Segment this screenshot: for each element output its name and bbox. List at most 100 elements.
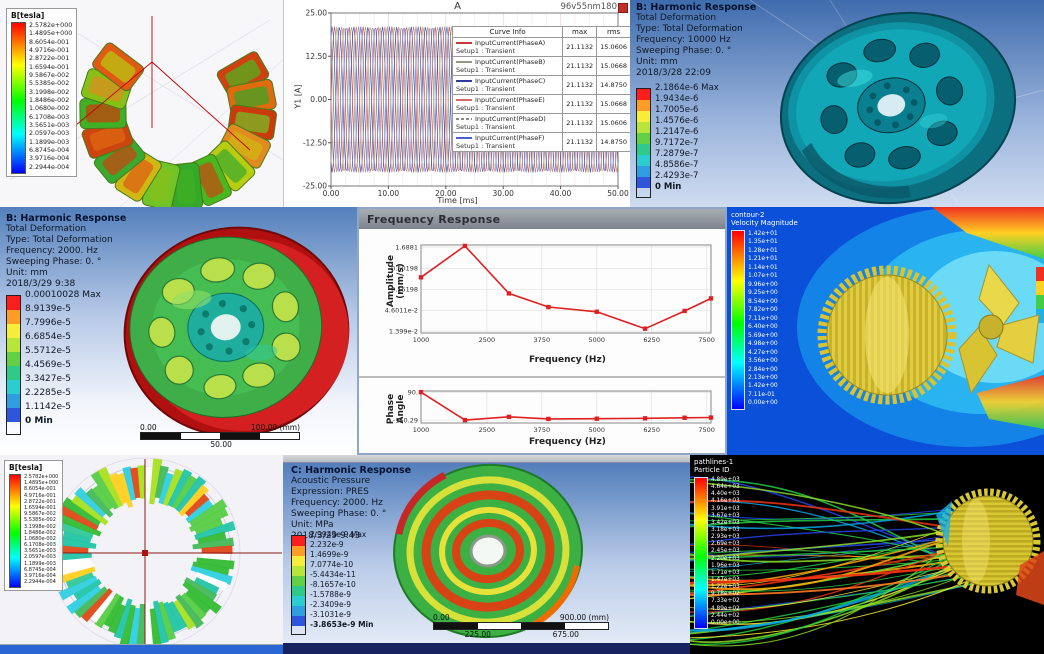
table-row: InputCurrent(PhaseB) Setup1 : Transient … — [451, 56, 631, 76]
svg-text:6250: 6250 — [643, 336, 660, 344]
acoustic-disc-model[interactable] — [283, 455, 690, 654]
legend-value: 1.4895e+000 — [24, 480, 59, 487]
scale-mid: 50.00 — [210, 440, 232, 449]
legend-value: 1.4576e-6 — [655, 116, 699, 126]
legend-value: 1.4699e-9 — [310, 550, 349, 559]
window-title: Frequency Response — [367, 212, 501, 226]
legend-value: 3.67e+03 — [711, 512, 740, 519]
window-titlebar[interactable]: Frequency Response — [359, 209, 725, 229]
legend-value: 4.16e+03 — [711, 498, 740, 505]
curve-color-swatch — [456, 61, 472, 63]
legend-value: 3.1998e-002 — [29, 88, 70, 96]
svg-text:5000: 5000 — [588, 336, 605, 344]
scale-three-quarter: 675.00 — [552, 630, 579, 639]
harmonic-response-10000hz-viewport[interactable]: B: Harmonic Response Total Deformation Ty… — [630, 0, 1044, 207]
amplitude-axis-label: Amplitude (mm/s) — [386, 254, 406, 308]
legend-values: 0.00010028 Max 8.9139e-5 7.7996e-5 6.6854e-… — [25, 288, 101, 428]
legend-value: -5.4434e-11 — [310, 570, 356, 579]
frequency-response-charts[interactable]: 1.68810.501980.151984.6011e-21.399e-2100… — [359, 229, 725, 453]
legend-value: 9.5867e-002 — [24, 511, 56, 518]
color-band — [292, 616, 305, 626]
cfd-streamlines-viewport[interactable]: pathlines-1 Particle ID 4.89e+03 4.64e+03… — [690, 455, 1044, 654]
color-band — [292, 586, 305, 596]
legend-value: 4.9716e-001 — [29, 46, 70, 54]
color-scale-bar — [11, 22, 26, 174]
window-edge-strip — [283, 455, 690, 463]
result-title: C: Harmonic Response — [291, 465, 412, 476]
legend-value: 8.6054e-001 — [24, 486, 56, 493]
window-icon[interactable] — [618, 3, 628, 13]
curve-setup: Setup1 : Transient — [456, 66, 516, 74]
harmonic-response-2000hz-viewport[interactable]: B: Harmonic Response Total Deformation Ty… — [0, 207, 357, 455]
svg-text:2500: 2500 — [479, 426, 496, 434]
info-line: Type: Total Deformation — [636, 24, 743, 34]
info-line: Total Deformation — [636, 13, 717, 23]
color-band — [7, 352, 20, 366]
legend-value: 1.21e+01 — [748, 255, 778, 263]
maxwell-bfield-rotor-viewport[interactable]: B[tesla] 2.5782e+000 1.4895e+000 8.6054e-0… — [0, 455, 283, 654]
legend-value: 6.40e+00 — [748, 323, 778, 331]
legend-value: 1.1899e-003 — [29, 138, 70, 146]
legend-value: 1.0680e-002 — [29, 105, 70, 113]
color-band — [7, 394, 20, 408]
curve-info-table: Curve Info max rms InputCurrent(PhaseA) Se… — [451, 26, 631, 152]
svg-text:12.50: 12.50 — [306, 52, 328, 61]
legend-value: 6.8745e-004 — [24, 566, 56, 573]
cfd-contour-scene[interactable] — [727, 207, 1044, 455]
curve-max: 21.1132 — [562, 132, 598, 152]
harmonic-acoustic-pressure-viewport[interactable]: C: Harmonic Response Acoustic Pressure Ex… — [283, 455, 690, 654]
legend-value: 1.9434e-6 — [655, 94, 699, 104]
maxwell-bfield-coil-viewport[interactable]: B[tesla] 2.5782e+000 1.4895e+000 8.6054e-0… — [0, 0, 283, 207]
column-header: max — [562, 26, 598, 38]
svg-text:6250: 6250 — [643, 426, 660, 434]
legend-value: 0.00e+00 — [711, 619, 740, 626]
deformation-color-legend: 2.1864e-6 Max 1.9434e-6 1.7005e-6 1.4576e-6… — [636, 83, 719, 198]
legend-value: 1.28e+01 — [748, 246, 778, 254]
legend-value: 1.6594e-001 — [29, 63, 70, 71]
frequency-axis-label-2: Frequency (Hz) — [529, 437, 606, 447]
scale-quarter: 225.00 — [464, 630, 491, 639]
curve-rms: 15.0606 — [596, 113, 631, 133]
svg-text:40.00: 40.00 — [550, 189, 572, 198]
curve-setup: Setup1 : Transient — [456, 104, 516, 112]
color-band — [7, 338, 20, 352]
legend-value: 2.93e+03 — [711, 534, 740, 541]
result-title: B: Harmonic Response — [636, 2, 757, 13]
legend-value: 5.5385e-002 — [24, 517, 56, 524]
info-line: Unit: MPa — [291, 520, 334, 530]
svg-text:-12.50: -12.50 — [303, 138, 327, 147]
bfield-color-legend: B[tesla] 2.5782e+000 1.4895e+000 8.6054e-0… — [6, 8, 78, 177]
legend-value: 4.89e+02 — [711, 605, 740, 612]
transient-current-plot-window[interactable]: A 96v55nm180 25.00 12.50 0.00 -12.50 -25.00 0… — [283, 0, 631, 207]
legend-value: 1.42e+01 — [748, 230, 778, 237]
legend-value: 4.4569e-5 — [25, 360, 72, 370]
info-line: Unit: mm — [636, 57, 678, 67]
column-header: Curve Info — [451, 26, 564, 38]
legend-value: -1.5788e-9 — [310, 590, 352, 599]
scale-min: 0.00 — [433, 613, 450, 622]
legend-value: 7.2879e-7 — [655, 149, 699, 159]
curve-color-swatch — [456, 99, 472, 101]
curve-max: 21.1132 — [562, 75, 598, 95]
legend-value: 1.8486e-002 — [24, 529, 56, 536]
coil-arc-model[interactable] — [0, 0, 283, 207]
scale-ruler: 0.00 100.00 (mm) 50.00 — [140, 423, 300, 450]
legend-value: 1.35e+01 — [748, 238, 778, 246]
legend-value: 3.42e+03 — [711, 519, 740, 526]
curve-setup: Setup1 : Transient — [456, 47, 516, 55]
curve-color-swatch — [456, 118, 472, 120]
legend-value: 2.8722e-001 — [29, 55, 70, 63]
legend-value: 2.20e+03 — [711, 555, 740, 562]
cfd-velocity-contour-viewport[interactable]: contour-2 Velocity Magnitude 1.42e+01 1.3… — [727, 207, 1044, 455]
legend-value: 4.27e+00 — [748, 348, 778, 356]
info-line: Sweeping Phase: 0. ° — [6, 257, 102, 267]
legend-value: 2.2285e-5 — [25, 388, 72, 398]
rotor-ring-model[interactable] — [0, 455, 283, 645]
deformation-wheel-model[interactable] — [0, 207, 357, 455]
color-band — [292, 576, 305, 586]
legend-value: -8.1657e-10 — [310, 580, 356, 589]
deformation-wheel-model[interactable] — [630, 0, 1044, 207]
legend-value: 1.1899e-003 — [24, 560, 56, 567]
streamline-scene[interactable] — [690, 455, 1044, 654]
taskbar[interactable] — [0, 644, 283, 654]
